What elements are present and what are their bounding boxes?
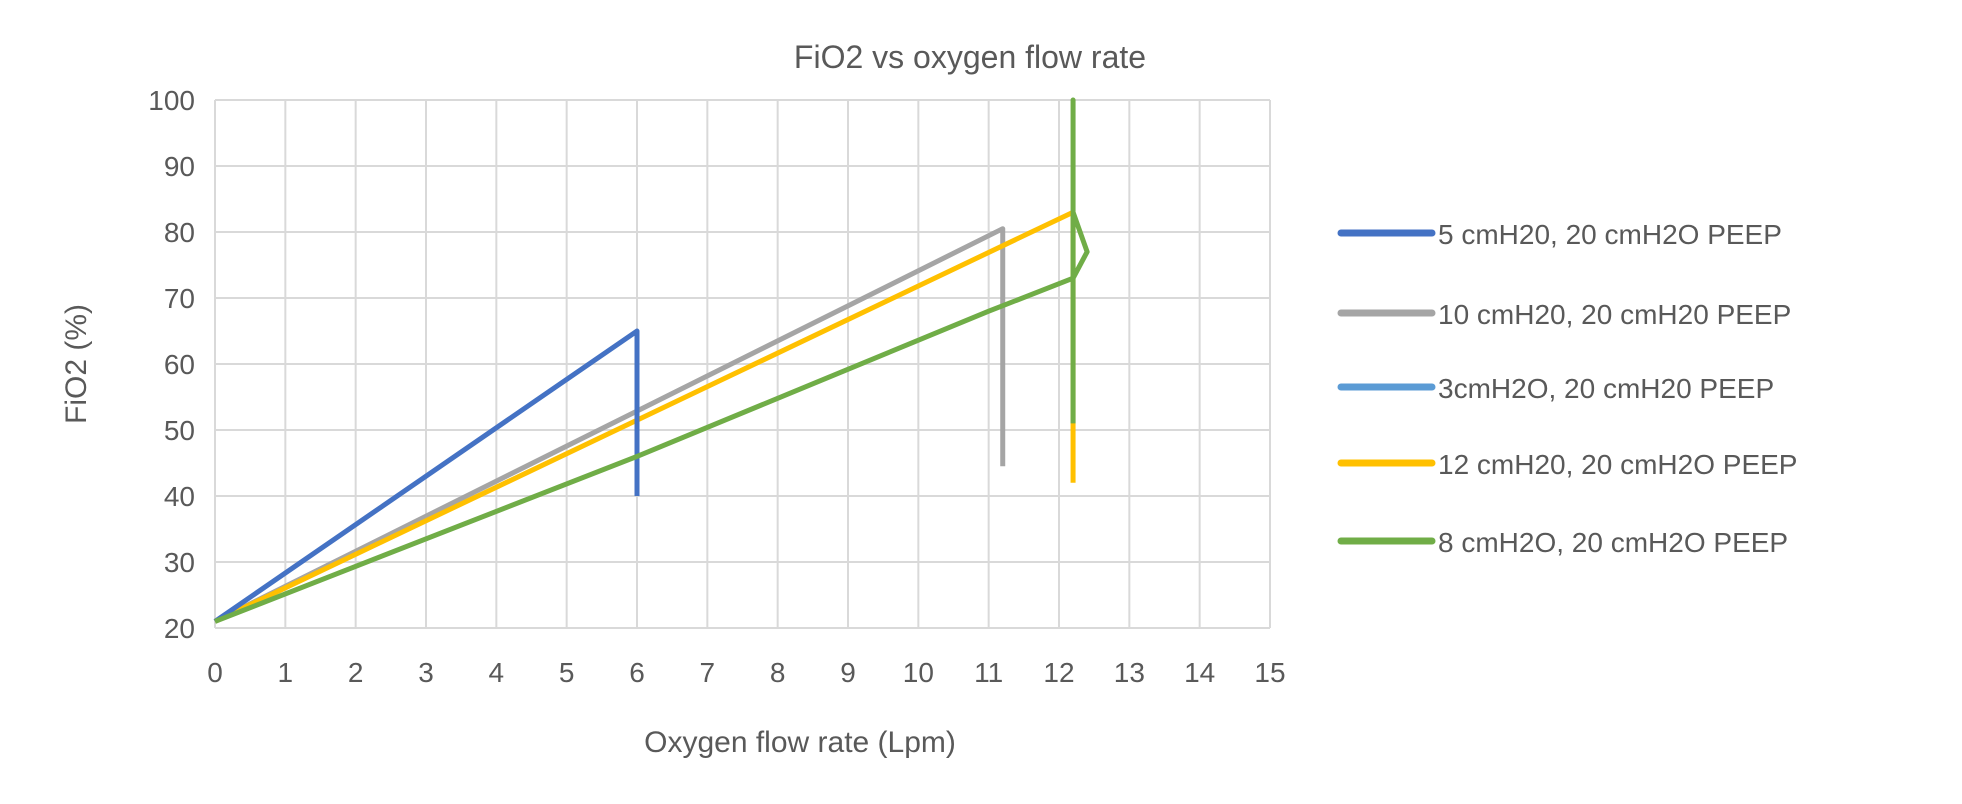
y-tick-label: 50 [164,415,195,446]
x-tick-label: 11 [974,657,1003,688]
legend-label: 5 cmH20, 20 cmH2O PEEP [1438,219,1782,250]
y-tick-label: 20 [164,613,195,644]
series-line [213,226,1006,624]
legend: 5 cmH20, 20 cmH2O PEEP 10 cmH20, 20 cmH20… [1337,219,1797,558]
x-axis-label: Oxygen flow rate (Lpm) [644,726,956,759]
legend-item: 12 cmH20, 20 cmH2O PEEP [1337,449,1797,480]
legend-item: 3cmH2O, 20 cmH20 PEEP [1337,373,1774,404]
x-tick-label: 6 [629,657,645,688]
y-tick-label: 60 [164,349,195,380]
y-axis-label: FiO2 (%) [60,304,93,424]
x-tick-label: 10 [903,657,934,688]
x-tick-labels: 0 1 2 3 4 5 6 7 8 9 10 11 12 13 14 15 [207,657,1285,688]
legend-label: 8 cmH2O, 20 cmH2O PEEP [1438,527,1788,558]
x-tick-label: 4 [489,657,505,688]
x-tick-label: 13 [1114,657,1145,688]
x-tick-label: 0 [207,657,223,688]
x-tick-label: 12 [1043,657,1074,688]
y-tick-label: 30 [164,547,195,578]
y-tick-label: 70 [164,283,195,314]
series-line [214,97,1090,624]
y-tick-label: 80 [164,217,195,248]
series-line [213,328,640,624]
y-tick-labels: 20 30 40 50 60 70 80 90 100 [148,85,195,644]
y-tick-label: 40 [164,481,195,512]
legend-label: 12 cmH20, 20 cmH2O PEEP [1438,449,1797,480]
legend-label: 3cmH2O, 20 cmH20 PEEP [1438,373,1774,404]
x-tick-label: 14 [1184,657,1215,688]
series-line [213,209,1076,624]
legend-item: 10 cmH20, 20 cmH20 PEEP [1337,299,1791,330]
x-tick-label: 9 [840,657,856,688]
series-lines [213,97,1090,624]
x-tick-label: 5 [559,657,575,688]
x-tick-label: 1 [278,657,294,688]
x-tick-label: 2 [348,657,364,688]
legend-item: 8 cmH2O, 20 cmH2O PEEP [1337,527,1788,558]
x-tick-label: 3 [418,657,434,688]
chart-title: FiO2 vs oxygen flow rate [794,39,1146,75]
y-tick-label: 100 [148,85,195,116]
y-tick-label: 90 [164,151,195,182]
grid [214,99,1271,629]
legend-item: 5 cmH20, 20 cmH2O PEEP [1337,219,1782,250]
x-tick-label: 15 [1254,657,1285,688]
legend-label: 10 cmH20, 20 cmH20 PEEP [1438,299,1791,330]
x-tick-label: 7 [700,657,716,688]
x-tick-label: 8 [770,657,786,688]
